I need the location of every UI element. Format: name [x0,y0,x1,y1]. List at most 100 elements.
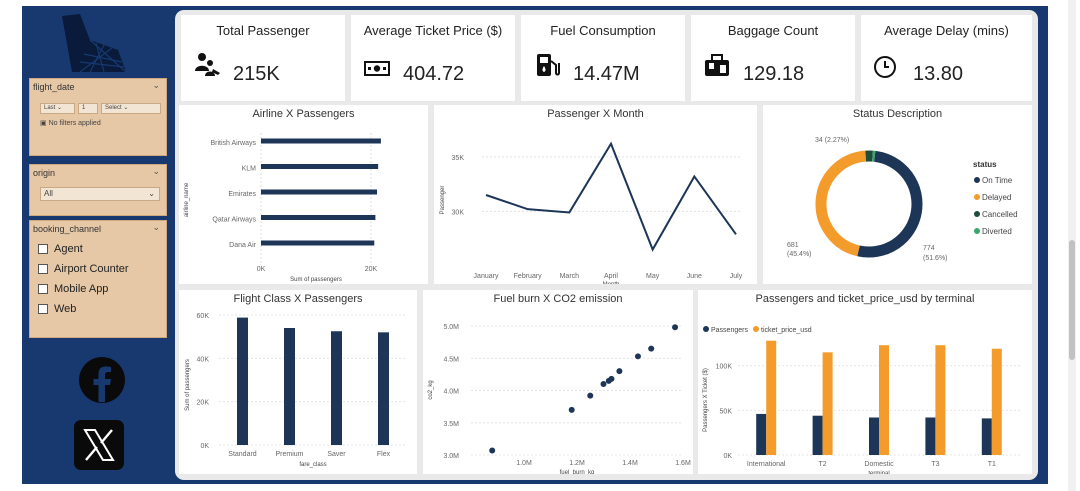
y-tick-label: 3.0M [443,453,459,460]
x-twitter-icon[interactable] [74,420,124,470]
fuel-co2-scatter: 3.0M 3.5M 4.0M 4.5M 5.0M 1.0M 1.2M 1.4M 1.6M fuel… [428,324,691,476]
chart-title: Fuel burn X CO2 emission [493,293,623,305]
date-mode-select[interactable]: Last ⌄ [40,103,75,114]
bar [284,328,295,445]
y-tick-label: 0K [723,453,732,460]
x-tick-label: 1.6M [675,460,691,467]
x-tick-label: January [474,273,499,280]
kpi-title: Baggage Count [727,23,819,38]
y-axis-label: Sum of passengers [185,359,191,411]
y-tick-label: 3.5M [443,421,459,428]
checkbox-agent[interactable]: Agent [38,243,83,255]
x-tick-label: International [747,461,786,468]
kpi-title: Fuel Consumption [550,23,656,38]
chart-card-fareclass: Flight Class X Passengers 0K 20K 40K 60K Sta… [179,290,417,474]
scrollbar-thumb[interactable] [1069,240,1075,360]
checkbox-airport-counter[interactable]: Airport Counter [38,263,129,275]
chart-card-status: Status Description 34 (2.27%) 681 (45.4%) 7… [763,105,1032,284]
calendar-icon: ▣ [40,120,47,127]
x-tick-label: June [687,273,702,280]
kpi-value: 404.72 [403,63,465,85]
bar [925,417,936,455]
scatter-point [600,381,607,388]
x-tick-label: Domestic [864,461,894,468]
scatter-point [608,375,615,382]
bar [981,418,992,455]
legend-label: Delayed [982,193,1011,202]
x-tick-label: Premium [275,451,303,458]
scatter-point [648,345,655,352]
kpi-value: 13.80 [913,63,964,85]
legend-marker [703,326,709,332]
booking-channel-slicer[interactable]: booking_channel ⌄ Agent Airport Counter … [29,220,167,338]
bar [261,138,381,144]
x-tick-label: Standard [228,451,257,458]
bar [935,345,946,455]
chart-title: Passengers and ticket_price_usd by termi… [755,293,975,305]
checkbox-mobile-app[interactable]: Mobile App [38,283,108,295]
luggage-icon [705,54,729,76]
bar [879,345,889,455]
y-axis-label: airline_name [184,182,190,217]
y-axis-label: co2_kg [428,380,434,399]
origin-title: origin [33,168,56,178]
x-tick-label: March [560,273,580,280]
x-tick-label: 1.0M [516,460,532,467]
origin-slicer[interactable]: origin ⌄ All ⌄ [29,164,167,216]
bar [331,331,342,445]
data-label: (51.6%) [923,255,948,262]
checkbox-web[interactable]: Web [38,303,76,315]
x-axis-label: fare_class [299,462,326,468]
flight-date-slicer[interactable]: flight_date ⌄ Last ⌄ 1 Select ⌄ ▣ No fil… [29,78,167,156]
chart-card-month: Passenger X Month 35K 30K January February M… [434,105,757,288]
scatter-point [587,392,594,399]
kpi-title: Average Ticket Price ($) [363,23,503,38]
legend-label: Passengers [711,327,748,334]
x-tick-label: Flex [377,451,391,458]
kpi-card-total-passenger: Total Passenger 215K [181,15,345,101]
x-tick-label: T2 [819,461,827,468]
y-tick-label: 4.5M [443,356,459,363]
data-label: (45.4%) [787,251,812,258]
date-count-input[interactable]: 1 [78,103,98,114]
bar [991,348,1002,455]
kpi-card-delay: Average Delay (mins) 13.80 [861,15,1032,101]
status-donut-chart: 34 (2.27%) 681 (45.4%) 774 (51.6%) status On T… [787,137,1018,262]
origin-dropdown[interactable]: All ⌄ [40,187,160,201]
report-canvas: Total Passenger 215K Average Ticket Pric… [175,10,1038,480]
bar [261,240,375,246]
y-tick-label: 100K [716,364,733,371]
clock-icon [874,56,896,78]
legend-marker [753,326,759,332]
data-label: 774 [923,245,935,252]
kpi-title: Average Delay (mins) [884,23,1009,38]
x-axis-label: fuel_burn_kg [560,470,595,474]
money-icon [364,61,390,76]
series-line [485,141,737,252]
x-tick-label: July [730,273,743,280]
chevron-down-icon[interactable]: ⌄ [152,222,160,232]
x-tick-label: February [514,273,543,280]
bar [261,164,379,169]
scatter-point [616,368,623,375]
x-tick-label: 0K [257,266,266,273]
x-tick-label: T1 [988,461,996,468]
kpi-card-ticket-price: Average Ticket Price ($) 404.72 [351,15,515,101]
terminal-chart: 0K 50K 100K Passengers ticket_price_usd Inter… [703,326,1020,477]
bar [766,340,777,455]
date-unit-select[interactable]: Select ⌄ [101,103,161,114]
chevron-down-icon[interactable]: ⌄ [152,80,160,90]
legend-label: Diverted [982,227,1012,236]
y-axis-label: Passengers X Ticket ($) [703,368,709,432]
chart-card-fuel: Fuel burn X CO2 emission 3.0M 3.5M 4.0M 4.5… [423,290,693,476]
kpi-value: 129.18 [743,63,805,85]
x-tick-label: 1.4M [622,460,638,467]
kpi-card-baggage: Baggage Count 129.18 [691,15,855,101]
facebook-icon[interactable] [78,356,126,404]
legend-label: Cancelled [982,210,1018,219]
bar [812,415,823,455]
y-axis-label: Passenger [440,186,446,215]
chart-card-airline: Airline X Passengers British Airways KLM E… [179,105,428,284]
chevron-down-icon[interactable]: ⌄ [152,166,160,176]
passenger-icon [195,53,220,76]
